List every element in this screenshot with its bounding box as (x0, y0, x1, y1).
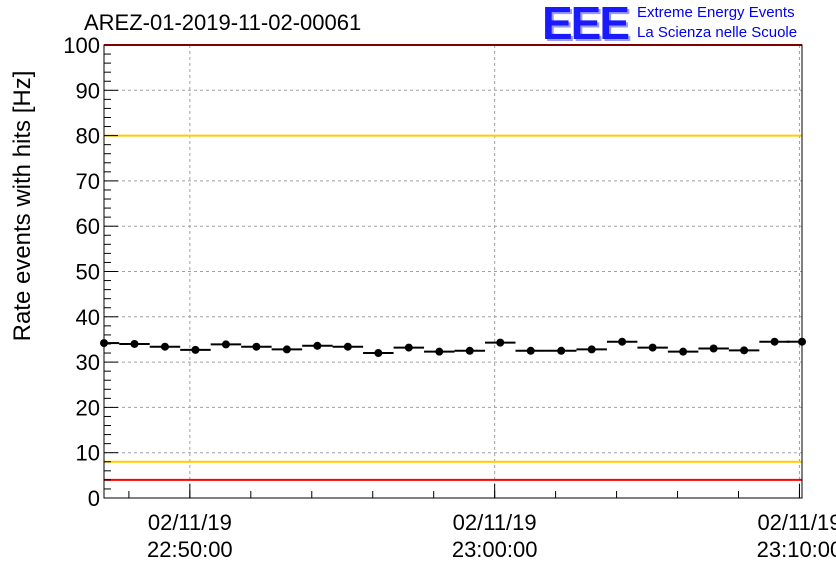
data-points (100, 337, 806, 358)
eee-logo: EEE Extreme Energy Events La Scienza nel… (542, 0, 832, 49)
y-tick-label: 10 (76, 441, 100, 466)
y-tick-label: 20 (76, 395, 100, 420)
data-point (798, 337, 806, 346)
y-tick-label: 90 (76, 78, 100, 103)
axes (103, 44, 803, 499)
y-tick-label: 30 (76, 350, 100, 375)
logo-line-1: Extreme Energy Events (637, 4, 795, 21)
x-tick-time: 22:50:00 (147, 537, 233, 562)
data-point (557, 346, 566, 355)
y-tick-label: 50 (76, 260, 100, 285)
data-point (679, 347, 688, 356)
y-tick-label: 40 (76, 305, 100, 330)
data-point (465, 346, 474, 355)
data-point (526, 346, 535, 355)
data-point (252, 342, 261, 351)
data-point (587, 345, 596, 354)
y-tick-label: 100 (63, 33, 100, 58)
data-point (191, 345, 200, 354)
y-tick-label: 60 (76, 214, 100, 239)
tick-labels: 010203040506070809010002/11/1922:50:0002… (63, 33, 836, 562)
data-point (374, 349, 383, 358)
data-point (648, 343, 657, 352)
data-point (618, 337, 627, 346)
x-tick-date: 02/11/19 (148, 510, 232, 535)
data-point (282, 345, 291, 354)
x-tick-date: 02/11/19 (757, 510, 836, 535)
data-point (435, 347, 444, 356)
y-tick-label: 0 (88, 486, 100, 511)
data-point (221, 340, 230, 349)
data-point (404, 343, 413, 352)
data-point (740, 346, 749, 355)
data-point (770, 337, 779, 346)
data-point (160, 342, 169, 351)
reference-lines (104, 44, 802, 481)
logo-mark: EEE (542, 0, 630, 49)
data-point (313, 341, 322, 350)
data-point (130, 339, 139, 348)
x-tick-date: 02/11/19 (453, 510, 537, 535)
x-tick-time: 23:10:00 (757, 537, 836, 562)
grid-layer (104, 45, 802, 498)
x-tick-time: 23:00:00 (452, 537, 538, 562)
y-tick-label: 80 (76, 124, 100, 149)
chart-title: AREZ-01-2019-11-02-00061 (84, 10, 362, 35)
data-point (343, 342, 352, 351)
y-axis-label: Rate events with hits [Hz] (9, 71, 36, 342)
data-point (100, 339, 108, 348)
y-tick-label: 70 (76, 169, 100, 194)
data-point (496, 338, 505, 347)
logo-line-2: La Scienza nelle Scuole (637, 24, 798, 41)
plot-frame (103, 44, 803, 499)
data-point (709, 344, 718, 353)
